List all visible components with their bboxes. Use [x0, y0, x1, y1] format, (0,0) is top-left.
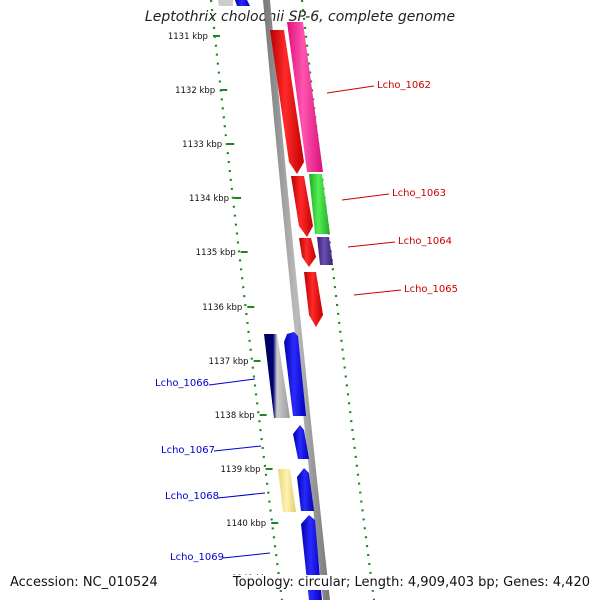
ruler-tick-label: 1133 kbp [182, 140, 222, 150]
gene-label-lcho-1065[interactable]: Lcho_1065 [404, 284, 458, 295]
ruler-tick-label: 1131 kbp [168, 32, 208, 42]
cog-block-lcho-1062 [287, 22, 323, 172]
ruler-tick-label: 1136 kbp [202, 303, 242, 313]
gene-label-lcho-1066[interactable]: Lcho_1066 [155, 378, 209, 389]
ruler-tick-label: 1140 kbp [226, 519, 266, 529]
ruler-tick-label: 1137 kbp [209, 357, 249, 367]
cds-reverse-lcho-1067[interactable] [293, 425, 309, 459]
gene-label-lcho-1068[interactable]: Lcho_1068 [165, 491, 219, 502]
gene-label-lcho-1062[interactable]: Lcho_1062 [377, 80, 431, 91]
cog-block-lcho-1066 [264, 334, 290, 418]
genome-summary-text: Topology: circular; Length: 4,909,403 bp… [230, 575, 592, 590]
cog-block-lcho-1068 [278, 469, 296, 512]
ruler-tick-label: 1135 kbp [196, 248, 236, 258]
genome-backbone [263, 0, 330, 600]
cds-reverse-top[interactable] [235, 0, 250, 6]
cds-forward-lcho-1063[interactable] [291, 176, 313, 237]
cog-block-lcho-1064 [317, 237, 333, 265]
ruler-tick-label: 1134 kbp [189, 194, 229, 204]
cog-block-top [218, 0, 233, 6]
cds-reverse-lcho-1068[interactable] [297, 468, 314, 511]
gene-label-lcho-1064[interactable]: Lcho_1064 [398, 236, 452, 247]
ruler-tick-label: 1139 kbp [220, 465, 260, 475]
gene-label-lcho-1067[interactable]: Lcho_1067 [161, 445, 215, 456]
gene-label-lcho-1069[interactable]: Lcho_1069 [170, 552, 224, 563]
cds-reverse-lcho-1066[interactable] [284, 332, 306, 416]
cds-forward-lcho-1062[interactable] [270, 30, 304, 174]
cds-forward-lcho-1065[interactable] [304, 272, 323, 327]
ruler-tick-label: 1138 kbp [215, 411, 255, 421]
accession-text: Accession: NC_010524 [8, 575, 160, 590]
gene-labels: Lcho_1062 Lcho_1063 Lcho_1064 Lcho_1065 … [155, 80, 458, 563]
gene-label-lcho-1063[interactable]: Lcho_1063 [392, 188, 446, 199]
cog-block-lcho-1063 [309, 174, 330, 234]
cds-forward-lcho-1064[interactable] [299, 238, 316, 267]
ruler-tick-label: 1132 kbp [175, 86, 215, 96]
map-title: Leptothrix cholodnii SP-6, complete geno… [144, 9, 456, 25]
